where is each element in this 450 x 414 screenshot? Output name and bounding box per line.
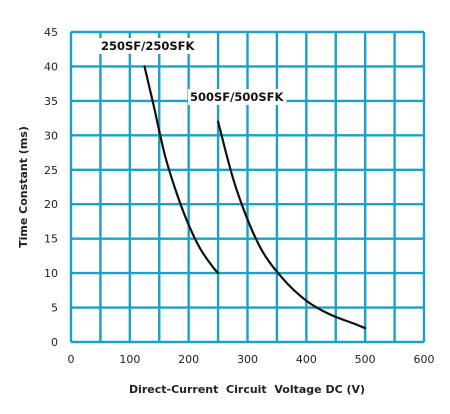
y-tick-label: 20: [44, 198, 58, 211]
y-tick-label: 0: [51, 336, 58, 349]
x-tick-label: 400: [296, 353, 317, 366]
y-tick-labels: 0 5 10 15 20 25 30 35 40 45: [44, 26, 58, 349]
y-tick-label: 10: [44, 267, 58, 280]
series-line-1: [217, 120, 367, 330]
y-axis-title: Time Constant (ms): [17, 126, 30, 248]
series-label-background: [188, 89, 287, 105]
y-tick-label: 35: [44, 95, 58, 108]
x-tick-labels: 0 100 200 300 400 500 600: [68, 353, 435, 366]
series-label-background: [99, 38, 198, 54]
grid: [69, 30, 426, 344]
series-labels: 250SF/250SFK 500SF/500SFK: [99, 38, 287, 105]
y-tick-label: 40: [44, 60, 58, 73]
x-tick-label: 200: [178, 353, 199, 366]
series-lines: [143, 65, 367, 330]
y-tick-label: 5: [51, 302, 58, 315]
x-tick-label: 600: [414, 353, 435, 366]
x-tick-label: 100: [119, 353, 140, 366]
y-tick-label: 25: [44, 164, 58, 177]
series-label-250sf: 250SF/250SFK: [101, 39, 195, 53]
x-axis-title: Direct-Current Circuit Voltage DC (V): [129, 383, 365, 396]
x-tick-label: 0: [68, 353, 75, 366]
x-tick-label: 300: [237, 353, 258, 366]
y-tick-label: 30: [44, 129, 58, 142]
y-tick-label: 45: [44, 26, 58, 39]
y-tick-label: 15: [44, 233, 58, 246]
x-tick-label: 500: [355, 353, 376, 366]
series-label-500sf: 500SF/500SFK: [190, 90, 284, 104]
series-line-0: [143, 65, 220, 275]
